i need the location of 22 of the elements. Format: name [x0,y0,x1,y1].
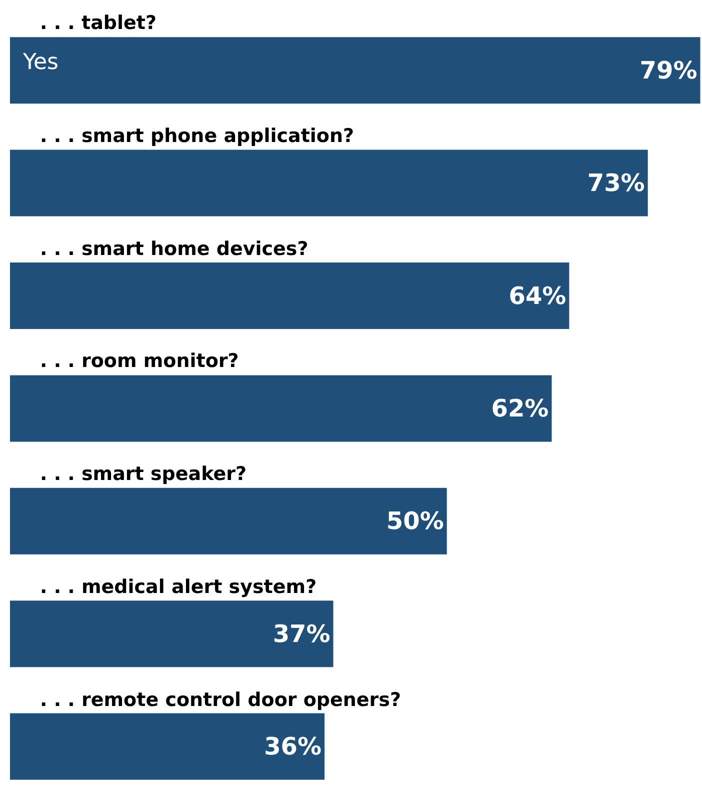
bar [10,488,447,554]
data-label: 50% [386,507,444,536]
data-label: 73% [587,169,645,198]
bar [10,600,334,668]
y-tick-label: . . . remote control door openers? [40,689,402,711]
y-tick-label: . . . smart phone application? [40,125,354,147]
y-tick-label: . . . smart home devices? [40,238,308,260]
bar [10,375,552,442]
series-label: Yes [22,50,59,75]
bar [10,262,570,329]
data-label: 62% [491,394,549,422]
y-tick-label: . . . tablet? [40,12,157,34]
bar [10,150,648,216]
data-label: 79% [640,56,698,84]
bar [10,713,325,780]
data-label: 64% [508,282,566,310]
data-label: 37% [272,620,330,648]
y-tick-label: . . . smart speaker? [40,463,247,485]
data-label: 36% [264,732,322,761]
bar [10,37,700,104]
y-tick-label: . . . room monitor? [40,350,239,372]
y-tick-label: . . . medical alert system? [40,576,317,598]
